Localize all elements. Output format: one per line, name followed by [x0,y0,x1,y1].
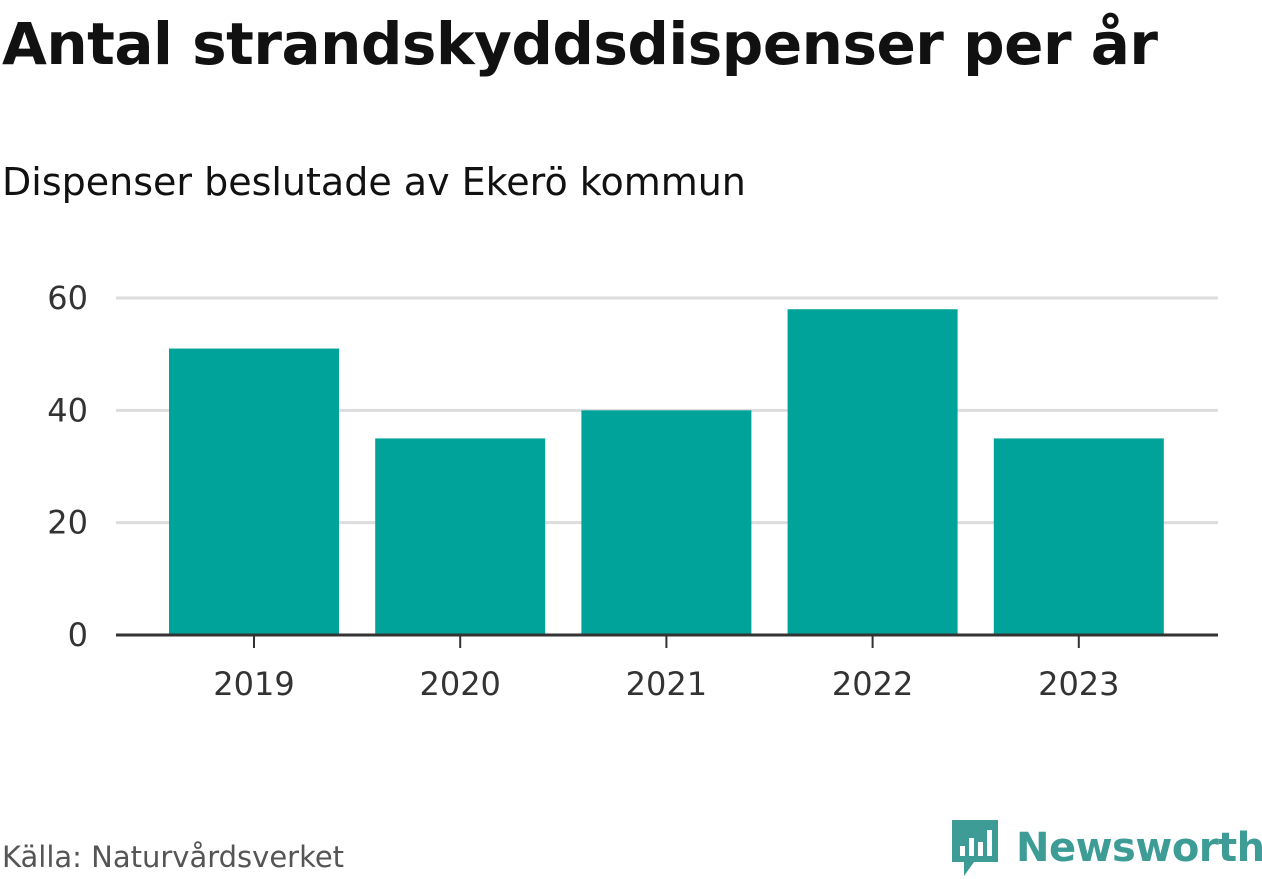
y-axis-ticks: 0 20 40 60 [47,279,88,654]
x-tick-label: 2023 [1038,665,1119,703]
x-tick-label: 2022 [832,665,913,703]
bars [169,309,1164,635]
bar-2021 [581,410,752,635]
y-tick-label: 60 [47,279,88,317]
y-tick-label: 40 [47,391,88,429]
x-axis-ticks: 2019 2020 2021 2022 2023 [213,635,1120,703]
brand-logo: Newsworthy [950,818,1262,878]
chart-title: Antal strandskyddsdispenser per år [2,10,1158,78]
bar-2019 [169,348,339,635]
brand-name: Newsworthy [1016,825,1262,871]
x-tick-label: 2020 [419,665,500,703]
y-tick-label: 20 [47,504,88,542]
bar-2023 [993,438,1164,635]
x-tick-label: 2021 [626,665,707,703]
bar-2020 [375,438,546,635]
bar-chart-bubble-icon [952,820,998,876]
x-tick-label: 2019 [213,665,294,703]
bar-2022 [787,309,958,635]
chart-subtitle: Dispenser beslutade av Ekerö kommun [2,160,746,204]
source-note: Källa: Naturvårdsverket [2,840,345,874]
y-tick-label: 0 [68,616,88,654]
